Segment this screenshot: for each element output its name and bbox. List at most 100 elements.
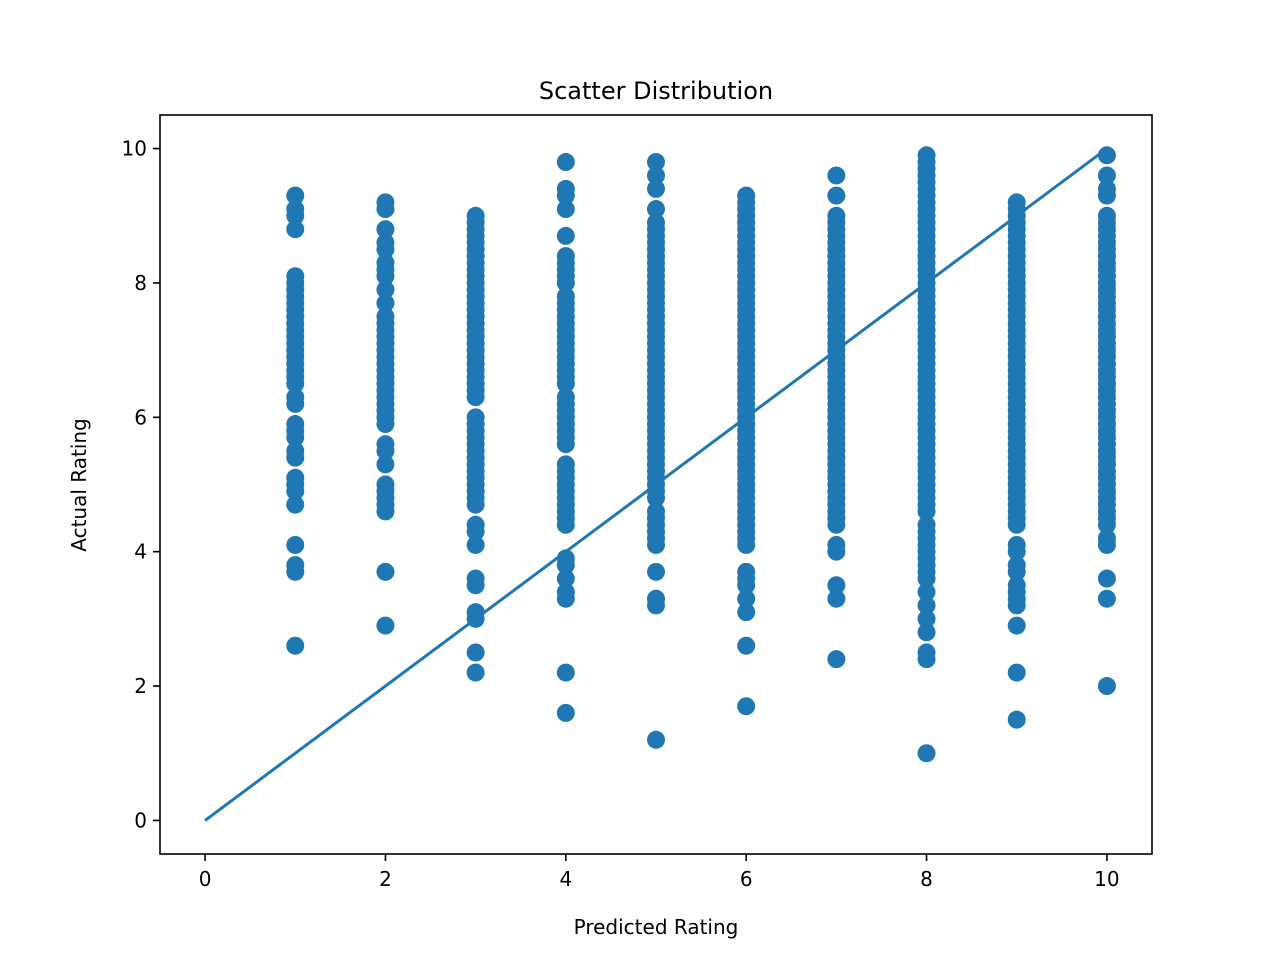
data-point <box>647 179 665 198</box>
data-point <box>827 186 846 205</box>
data-point <box>286 482 305 501</box>
data-point <box>376 415 395 434</box>
data-point <box>376 220 395 239</box>
data-point <box>1097 515 1116 534</box>
data-point <box>647 730 665 749</box>
data-point <box>827 650 846 669</box>
data-point <box>556 374 575 393</box>
data-point <box>286 636 305 655</box>
chart-title: Scatter Distribution <box>539 77 773 105</box>
data-point <box>647 596 665 615</box>
data-point <box>376 294 395 313</box>
data-point <box>737 636 756 655</box>
data-point <box>647 200 665 219</box>
points-layer <box>286 146 1116 763</box>
x-tick-label: 4 <box>559 867 572 891</box>
data-point <box>917 582 936 601</box>
data-point <box>647 153 665 172</box>
data-point <box>376 455 395 474</box>
data-point <box>737 603 756 622</box>
data-point <box>556 435 575 454</box>
x-tick-label: 0 <box>199 867 212 891</box>
data-point <box>737 589 756 608</box>
data-point <box>917 744 936 763</box>
data-point <box>827 515 846 534</box>
data-point <box>556 589 575 608</box>
data-point <box>466 643 485 662</box>
data-point <box>286 394 305 413</box>
data-point <box>1007 663 1026 682</box>
data-point <box>556 200 575 219</box>
data-point <box>466 388 485 407</box>
data-point <box>647 488 665 507</box>
data-point <box>376 267 395 286</box>
data-point <box>556 663 575 682</box>
data-point <box>556 273 575 292</box>
data-point <box>466 495 485 514</box>
data-point <box>556 556 575 575</box>
data-point <box>1097 677 1116 696</box>
x-tick-label: 10 <box>1094 867 1119 891</box>
reference-line <box>204 147 1108 822</box>
data-point <box>376 240 395 259</box>
data-point <box>1007 562 1026 581</box>
y-tick-label: 4 <box>134 540 147 564</box>
data-point <box>827 576 846 595</box>
data-point <box>376 502 395 521</box>
data-point <box>466 576 485 595</box>
data-point <box>917 596 936 615</box>
y-tick-label: 10 <box>122 137 147 161</box>
y-axis-label: Actual Rating <box>67 418 91 552</box>
data-point <box>556 226 575 245</box>
data-point <box>1097 186 1116 205</box>
x-tick-label: 6 <box>740 867 753 891</box>
data-point <box>376 200 395 219</box>
data-point <box>286 562 305 581</box>
plot-frame <box>159 114 1153 855</box>
data-point <box>827 542 846 561</box>
data-point <box>1097 589 1116 608</box>
data-point <box>556 186 575 205</box>
data-point <box>556 703 575 722</box>
data-point <box>1007 616 1026 635</box>
y-tick-label: 6 <box>134 405 147 429</box>
x-tick-label: 8 <box>920 867 933 891</box>
data-point <box>376 441 395 460</box>
data-point <box>286 428 305 447</box>
data-point <box>1097 535 1116 554</box>
y-tick-label: 0 <box>134 808 147 832</box>
data-point <box>827 166 846 185</box>
data-point <box>1097 166 1116 185</box>
data-point <box>286 495 305 514</box>
data-point <box>376 562 395 581</box>
data-point <box>286 374 305 393</box>
data-point <box>286 206 305 225</box>
data-point <box>556 515 575 534</box>
data-point <box>917 650 936 669</box>
x-axis-label: Predicted Rating <box>574 915 739 939</box>
data-point <box>737 535 756 554</box>
data-point <box>1097 569 1116 588</box>
data-point <box>556 153 575 172</box>
data-point <box>647 166 665 185</box>
data-point <box>556 569 575 588</box>
data-point <box>1007 515 1026 534</box>
data-point <box>286 220 305 239</box>
data-point <box>376 280 395 299</box>
data-point <box>917 623 936 642</box>
reference-line-layer <box>204 147 1108 822</box>
data-point <box>466 535 485 554</box>
data-point <box>466 663 485 682</box>
data-point <box>1007 542 1026 561</box>
data-point <box>827 589 846 608</box>
data-point <box>466 522 485 541</box>
data-point <box>917 569 936 588</box>
data-point <box>376 616 395 635</box>
data-point <box>286 535 305 554</box>
x-tick-label: 2 <box>379 867 392 891</box>
data-point <box>737 697 756 716</box>
y-axis-ticks: 0 2 4 6 8 10 <box>122 137 160 832</box>
